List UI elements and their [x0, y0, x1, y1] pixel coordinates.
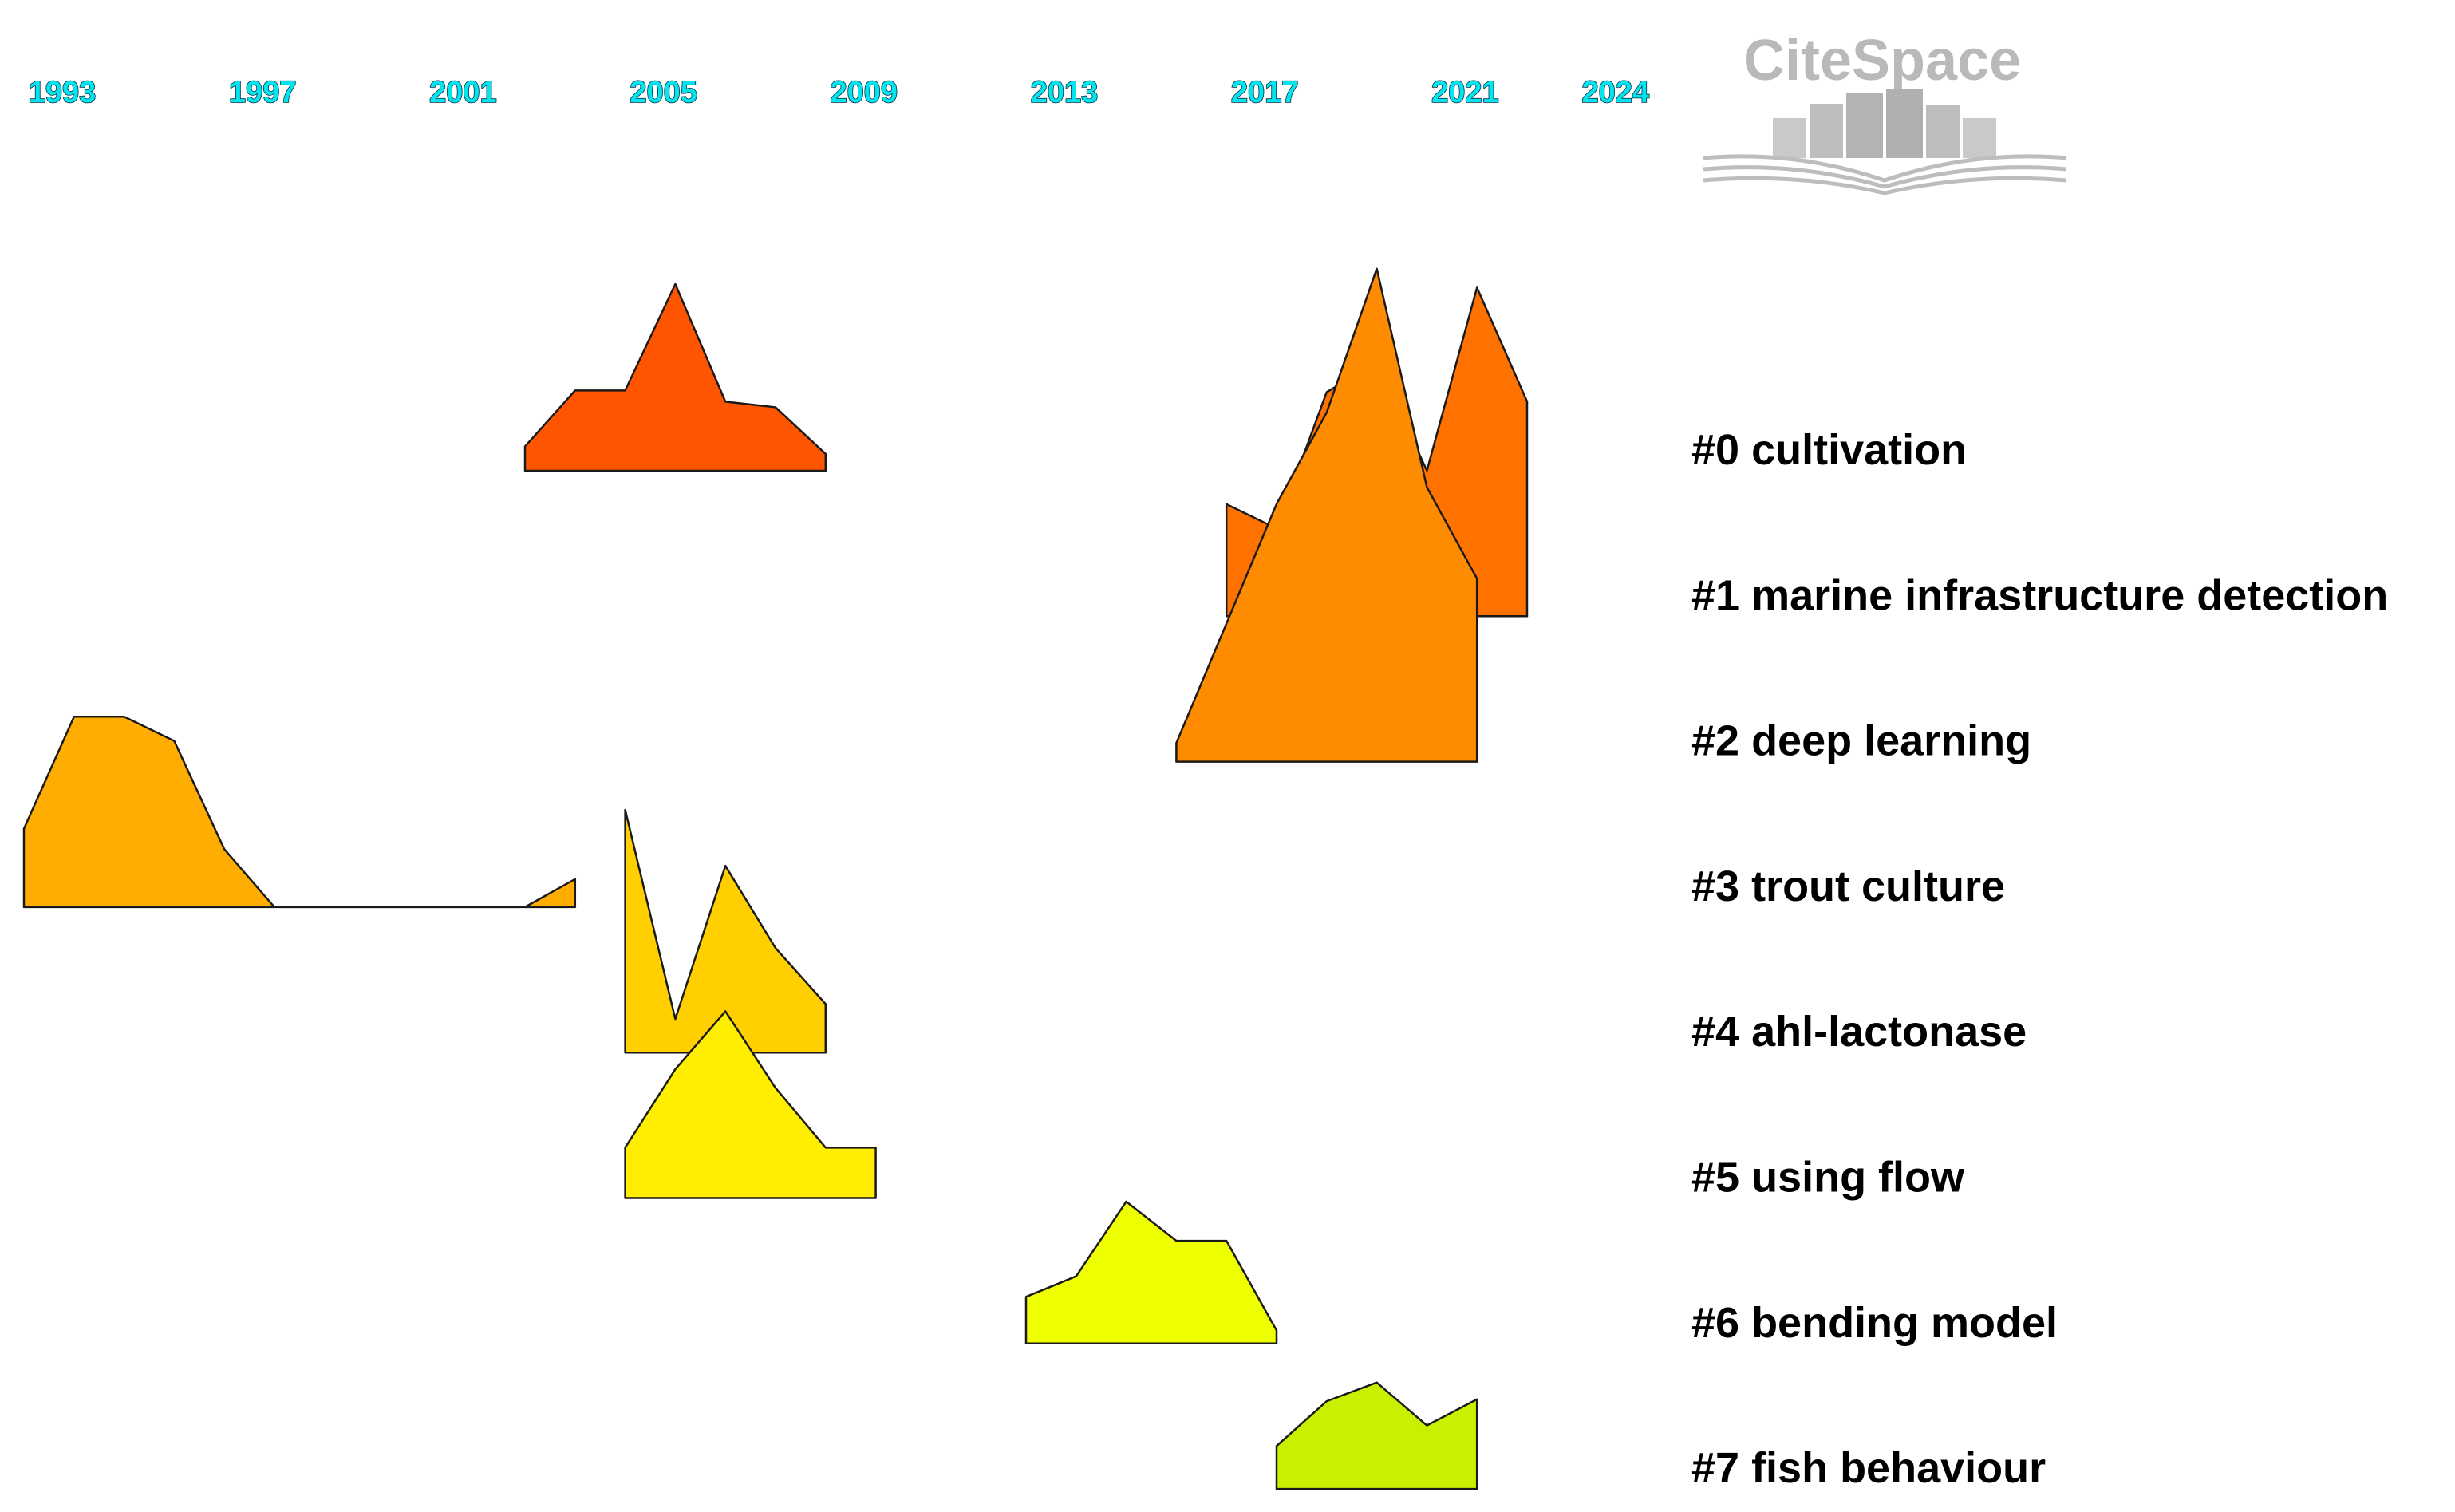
- cluster-label-5: #5 using flow: [1691, 1154, 1965, 1202]
- cluster-mountain-4: [624, 808, 827, 1054]
- cluster-label-3: #3 trout culture: [1691, 863, 2005, 910]
- cluster-label-2: #2 deep learning: [1691, 717, 2031, 765]
- year-tick-label: 1993: [29, 76, 97, 109]
- cluster-label-4: #4 ahl-lactonase: [1691, 1008, 2027, 1056]
- year-tick-label: 2013: [1031, 76, 1099, 109]
- year-tick-label: 2001: [429, 76, 497, 109]
- year-axis: 1993 1997 2001 2005 2009 2013 2017 2021 2024: [28, 75, 1650, 110]
- cluster-mountain-6: [1024, 1200, 1278, 1345]
- cluster-labels: #0 cultivation #1 marine infrastructure d…: [1691, 426, 2388, 1492]
- citespace-logo: CiteSpace: [1703, 29, 2067, 195]
- cluster-mountain-2: [1175, 267, 1478, 763]
- year-tick-label: 2009: [831, 76, 898, 109]
- year-tick-label: 2024: [1582, 76, 1650, 109]
- cluster-mountain-0: [523, 282, 827, 472]
- year-tick-label: 2017: [1231, 76, 1299, 109]
- year-tick-label: 1997: [229, 76, 297, 109]
- logo-text: CiteSpace: [1743, 29, 2021, 93]
- logo-skyline-icon: [1773, 89, 1996, 158]
- year-tick-label: 2005: [630, 76, 697, 109]
- cluster-label-0: #0 cultivation: [1691, 426, 1967, 474]
- cluster-mountain-7: [1275, 1381, 1478, 1490]
- cluster-label-7: #7 fish behaviour: [1691, 1444, 2046, 1492]
- cluster-label-1: #1 marine infrastructure detection: [1691, 571, 2388, 619]
- cluster-label-6: #6 bending model: [1691, 1299, 2058, 1347]
- cluster-mountains: [22, 267, 1529, 1490]
- year-tick-label: 2021: [1431, 76, 1499, 109]
- cluster-mountain-5: [624, 1010, 877, 1199]
- logo-book-icon: [1703, 154, 2067, 195]
- cluster-mountain-3: [22, 715, 577, 909]
